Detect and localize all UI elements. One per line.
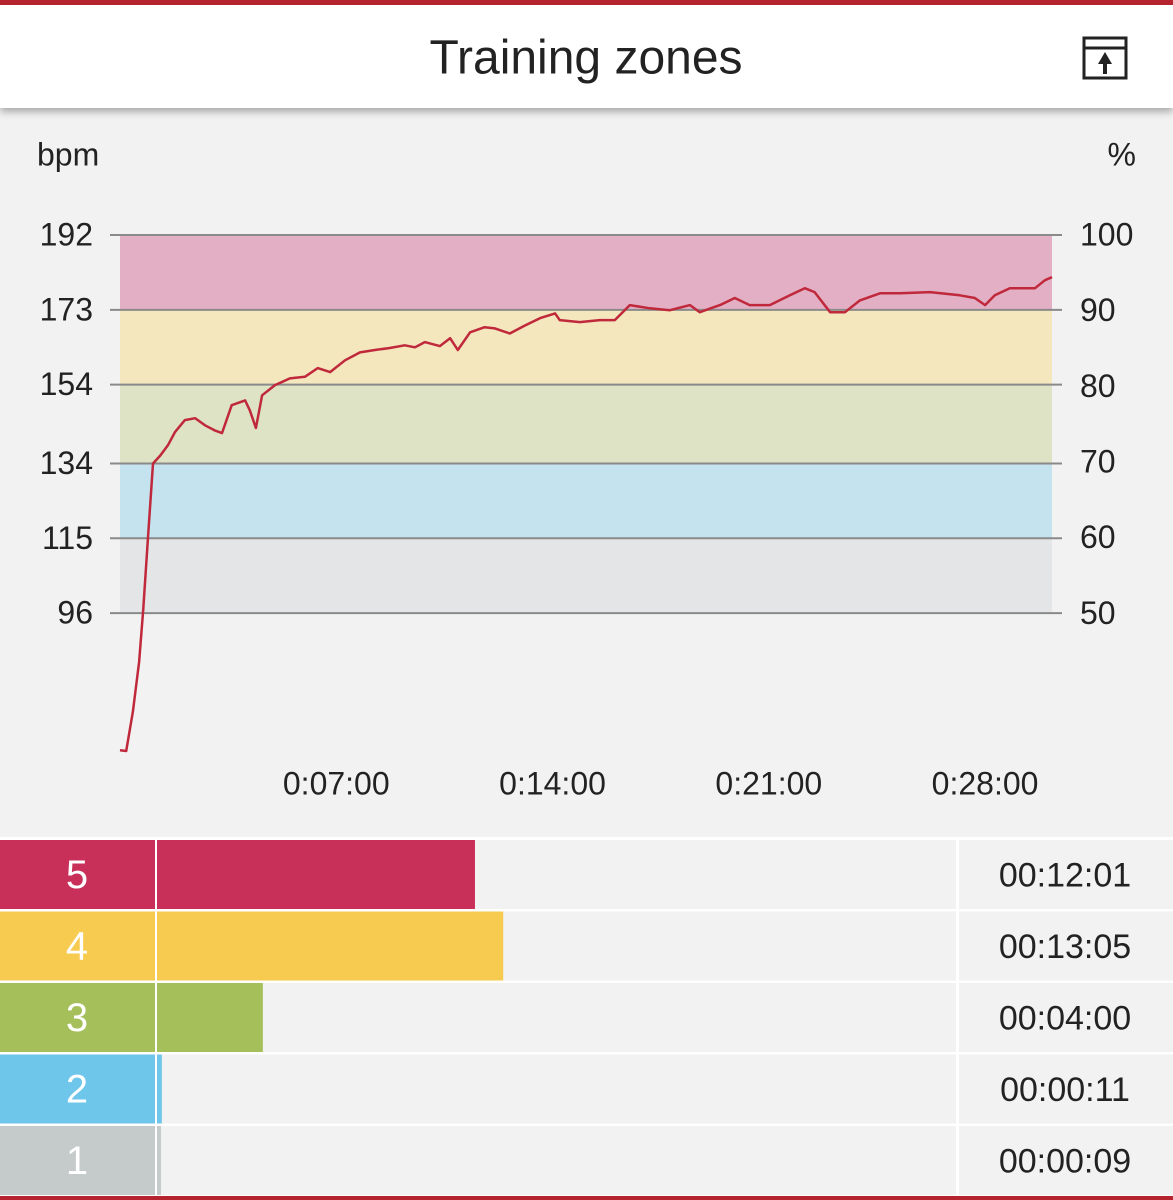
zone-band [120, 538, 1052, 614]
y-tick-label: 173 [40, 291, 93, 327]
y2-tick-label: 100 [1080, 216, 1133, 252]
heart-rate-line [119, 275, 1053, 753]
zone-bar [157, 1126, 161, 1195]
zone-time: 00:13:05 [999, 928, 1131, 966]
zone-label-cell [0, 840, 155, 909]
zone-label: 1 [66, 1139, 88, 1183]
header-title: Training zones [429, 32, 742, 85]
bottom-bar [0, 1196, 1173, 1200]
zone-label-cell [0, 911, 155, 981]
zone-bar [157, 840, 475, 909]
y2-tick-label: 80 [1080, 368, 1116, 404]
zone-time: 00:00:11 [1000, 1071, 1130, 1109]
zone-label-cell [0, 1054, 155, 1124]
zone-row [0, 1054, 1173, 1124]
y2-tick-label: 90 [1080, 292, 1116, 328]
y2-tick-label: 50 [1080, 595, 1116, 631]
x-tick-label: 0:07:00 [283, 765, 390, 801]
zone-time: 00:12:01 [999, 856, 1131, 894]
zone-label-cell [0, 1126, 155, 1195]
y-tick-label: 154 [40, 366, 93, 402]
zone-bar [157, 983, 263, 1052]
zone-bar [157, 1054, 162, 1124]
y-axis-label: bpm [37, 136, 99, 172]
zone-bar [157, 911, 504, 981]
zone-time: 00:00:09 [999, 1142, 1131, 1180]
zone-label-cell [0, 983, 155, 1052]
y2-tick-label: 60 [1080, 519, 1116, 555]
y2-axis-label: % [1108, 136, 1136, 172]
zone-band [120, 384, 1052, 464]
header [0, 0, 1173, 108]
zone-row [0, 1126, 1173, 1195]
zone-label: 4 [66, 925, 88, 969]
y2-tick-label: 70 [1080, 443, 1116, 479]
zone-band [120, 463, 1052, 539]
zone-label: 3 [66, 996, 88, 1040]
y-tick-label: 115 [42, 520, 93, 556]
y-tick-label: 192 [40, 216, 93, 252]
zone-band [120, 235, 1052, 310]
export-button[interactable] [1082, 36, 1128, 80]
zone-label: 5 [66, 853, 88, 897]
zone-table: 5 00:12:01 4 00:13:05 3 00:04:00 2 00:00:11 1 00:… [0, 837, 1173, 1196]
y-tick-label: 134 [40, 445, 93, 481]
zone-time: 00:04:00 [999, 999, 1131, 1037]
x-tick-label: 0:28:00 [932, 765, 1039, 801]
chart: bpm % 96 115 134 154 173 192 50 60 70 80 90 100 0:07:0… [37, 136, 1136, 801]
y-tick-label: 96 [57, 595, 93, 631]
zone-label: 2 [66, 1068, 88, 1112]
x-tick-label: 0:21:00 [715, 765, 822, 801]
top-bar [0, 0, 1173, 5]
x-tick-label: 0:14:00 [499, 765, 606, 801]
